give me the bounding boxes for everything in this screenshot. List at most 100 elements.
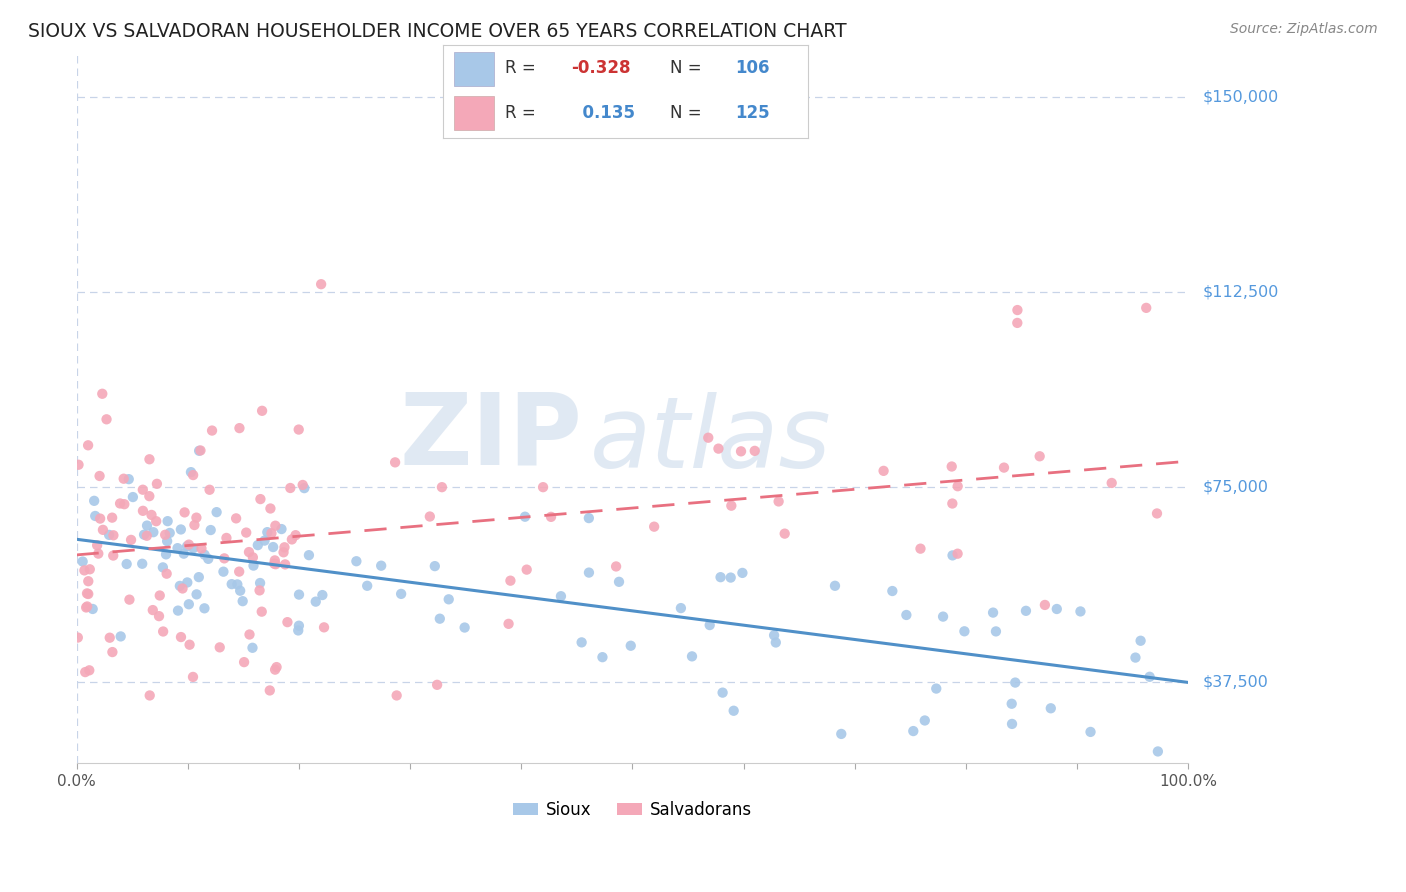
Point — [384, 455, 406, 469]
Point — [744, 443, 766, 458]
Point — [149, 589, 172, 603]
Point — [259, 501, 281, 516]
Point — [141, 508, 163, 522]
Text: 0.135: 0.135 — [571, 103, 636, 121]
Point — [118, 592, 141, 607]
Point — [177, 597, 200, 611]
Point — [91, 386, 114, 401]
Point — [730, 444, 752, 458]
Point — [226, 577, 249, 591]
Point — [498, 616, 520, 631]
Text: ZIP: ZIP — [399, 389, 582, 486]
Point — [1004, 675, 1026, 690]
Point — [711, 685, 734, 699]
Point — [232, 594, 254, 608]
Text: $112,500: $112,500 — [1202, 285, 1278, 300]
Point — [142, 525, 165, 540]
Point — [183, 518, 205, 533]
Point — [145, 514, 167, 528]
Point — [1007, 303, 1029, 318]
Point — [77, 574, 100, 589]
Point — [197, 552, 219, 566]
Point — [156, 514, 179, 528]
Point — [166, 541, 188, 556]
Point — [98, 631, 121, 645]
Point — [170, 523, 193, 537]
Point — [177, 538, 200, 552]
Point — [263, 553, 285, 567]
Point — [1147, 744, 1170, 758]
Point — [1039, 701, 1062, 715]
Point — [131, 557, 153, 571]
Point — [953, 624, 976, 639]
Point — [882, 584, 904, 599]
Point — [242, 558, 264, 573]
Point — [1129, 633, 1152, 648]
Point — [108, 496, 131, 510]
Point — [76, 599, 98, 614]
Point — [82, 602, 104, 616]
Point — [946, 479, 969, 493]
Point — [273, 541, 295, 555]
Point — [96, 412, 118, 426]
Text: 125: 125 — [735, 103, 770, 121]
Point — [1001, 717, 1024, 731]
Point — [914, 714, 936, 728]
Point — [153, 528, 176, 542]
Point — [186, 587, 208, 601]
Legend: Sioux, Salvadorans: Sioux, Salvadorans — [506, 794, 759, 826]
Point — [830, 727, 852, 741]
Point — [312, 620, 335, 634]
Point — [291, 478, 314, 492]
Point — [201, 424, 224, 438]
Point — [903, 724, 925, 739]
Point — [571, 635, 593, 649]
Point — [824, 579, 846, 593]
Point — [148, 609, 170, 624]
Point — [591, 650, 613, 665]
Point — [256, 525, 278, 540]
Text: N =: N = — [669, 60, 706, 78]
Point — [73, 563, 96, 577]
Point — [540, 509, 562, 524]
Point — [499, 574, 522, 588]
Point — [437, 592, 460, 607]
Point — [513, 509, 536, 524]
Point — [242, 640, 264, 655]
Point — [669, 601, 692, 615]
Point — [872, 464, 894, 478]
Point — [344, 554, 367, 568]
Point — [516, 563, 538, 577]
Point — [172, 582, 194, 596]
Text: R =: R = — [505, 60, 541, 78]
Point — [984, 624, 1007, 639]
Point — [159, 525, 181, 540]
Point — [941, 496, 963, 510]
Point — [188, 443, 211, 458]
Point — [138, 452, 160, 467]
Point — [110, 629, 132, 643]
Point — [578, 566, 600, 580]
Point — [66, 631, 89, 645]
Point — [98, 528, 121, 542]
Point — [773, 526, 796, 541]
Point — [132, 504, 155, 518]
Point — [453, 621, 475, 635]
Point — [707, 442, 730, 456]
Point — [72, 555, 94, 569]
Point — [264, 558, 287, 572]
Point — [77, 587, 100, 601]
Point — [142, 603, 165, 617]
Point — [281, 533, 304, 547]
Point — [228, 421, 250, 435]
Point — [284, 528, 307, 542]
Point — [214, 551, 236, 566]
Point — [681, 649, 703, 664]
Point — [1101, 475, 1123, 490]
Point — [550, 589, 572, 603]
Point — [981, 606, 1004, 620]
Point — [276, 615, 298, 629]
Point — [170, 630, 193, 644]
Point — [193, 601, 215, 615]
Point — [720, 499, 742, 513]
